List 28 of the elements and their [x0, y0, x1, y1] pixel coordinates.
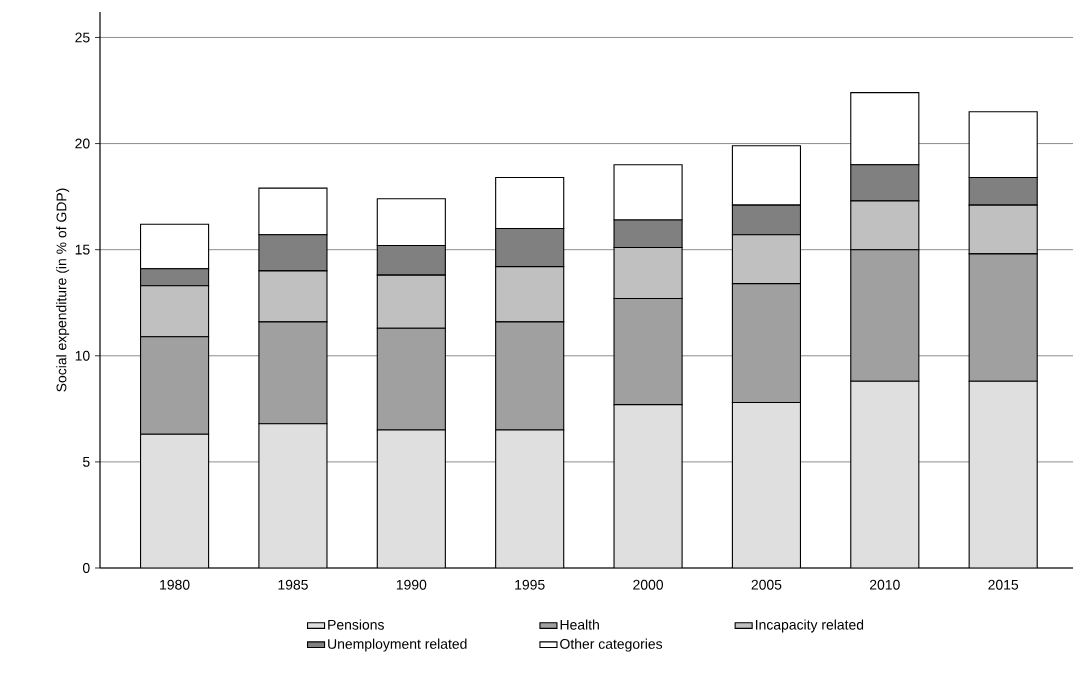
legend-label: Pensions	[328, 619, 384, 630]
x-tick-label: 2015	[988, 579, 1019, 590]
y-tick-label: 15	[75, 244, 90, 255]
x-tick-label: 1990	[396, 579, 427, 590]
y-axis-title: Social expenditure (in % of GDP)	[56, 188, 70, 392]
y-tick-label: 20	[75, 138, 90, 149]
x-tick-label: 1995	[515, 579, 545, 590]
bar	[732, 402, 801, 568]
legend-label: Other categories	[560, 638, 663, 652]
bar	[850, 381, 919, 568]
y-tick-label: 0	[82, 563, 90, 573]
bar	[258, 423, 327, 568]
legend-label: Incapacity related	[755, 619, 864, 633]
bar	[495, 430, 564, 568]
bar	[140, 434, 209, 568]
legend-label: Unemployment related	[328, 638, 467, 652]
y-tick-label: 5	[82, 457, 90, 467]
bar	[968, 380, 1038, 568]
bar	[377, 430, 446, 568]
y-tick-label: 25	[75, 32, 90, 43]
y-tick-label: 10	[75, 350, 90, 361]
x-tick-label: 1985	[278, 579, 308, 590]
x-tick-label: 1980	[160, 579, 190, 590]
x-tick-label: 2010	[869, 579, 900, 590]
x-tick-label: 2000	[633, 579, 664, 590]
x-tick-label: 2005	[751, 579, 782, 590]
legend-label: Health	[560, 619, 599, 630]
bar	[614, 404, 683, 568]
